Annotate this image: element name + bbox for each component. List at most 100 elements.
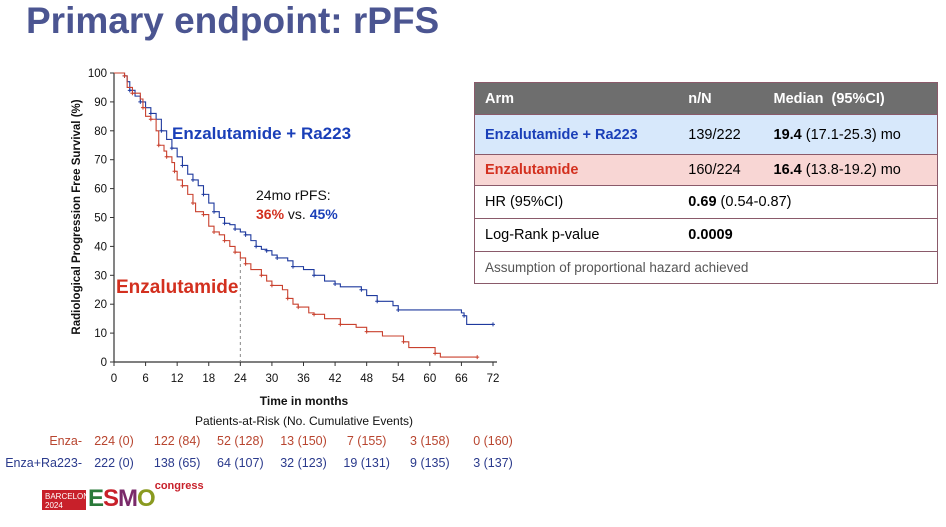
risk-cell: 9 (135) [410,456,450,470]
table-row-logrank: Log-Rank p-value 0.0009 [474,218,938,252]
censor-mark [201,192,206,197]
risk-cell: 19 (131) [343,456,390,470]
risk-cell: 52 (128) [217,434,264,448]
ph-note: Assumption of proportional hazard achiev… [474,251,938,284]
rpfs24-enza: 36% [256,206,285,222]
y-tick-label: 10 [94,328,107,340]
censor-mark [148,117,153,122]
x-tick-label: 36 [297,373,310,385]
x-axis-title: Time in months [260,394,349,408]
censor-mark [475,355,480,360]
combo-arm: Enzalutamide + Ra223 [474,114,679,155]
censor-mark [233,250,238,255]
combo-median-ci: (17.1-25.3) mo [801,126,901,143]
rpfs24-title: 24mo rPFS: [256,187,331,203]
censor-mark [180,183,185,188]
y-tick-label: 30 [94,270,107,282]
risk-cell: 32 (123) [280,456,327,470]
risk-table-title: Patients-at-Risk (No. Cumulative Events) [195,414,413,428]
enza-median: 16.4 (13.8-19.2) mo [763,154,938,186]
x-tick-label: 30 [266,373,279,385]
y-tick-label: 90 [94,97,107,109]
x-tick-label: 24 [234,373,247,385]
y-axis-title: Radiological Progression Free Survival (… [71,99,83,334]
x-tick-label: 42 [329,373,342,385]
censor-mark [462,313,467,318]
censor-mark [243,261,248,266]
risk-cell: 122 (84) [154,434,201,448]
censor-mark [254,244,259,249]
risk-cell: 224 (0) [94,434,134,448]
censor-mark [491,322,495,327]
censor-mark [290,264,295,269]
y-tick-label: 40 [94,241,107,253]
risk-cell: 138 (65) [154,456,201,470]
logrank-label: Log-Rank p-value [474,218,679,252]
logo-suffix: congress [154,480,204,492]
slide-title: Primary endpoint: rPFS [26,0,440,41]
combo-curve-label: Enzalutamide + Ra223 [172,124,351,143]
x-tick-label: 60 [423,373,436,385]
censor-mark [222,221,227,226]
censor-mark [180,163,185,168]
x-tick-label: 54 [392,373,405,385]
censor-mark [264,248,269,253]
enza-arm: Enzalutamide [474,154,679,186]
header-nN: n/N [678,82,764,115]
rpfs24-combo: 45% [310,206,339,222]
censor-mark [140,105,145,110]
header-median: Median (95%CI) [763,82,938,115]
censor-mark [212,229,217,234]
y-tick-label: 60 [94,184,107,196]
combo-nN: 139/222 [678,114,764,155]
censor-mark [275,255,280,260]
risk-cell: 7 (155) [347,434,387,448]
table-row-combo: Enzalutamide + Ra223 139/222 19.4 (17.1-… [474,114,938,155]
censor-mark [148,111,153,116]
risk-cell: 3 (137) [473,456,513,470]
y-tick-label: 100 [88,68,107,80]
y-tick-label: 70 [94,155,107,167]
censor-mark [164,154,169,159]
table-header-row: Arm n/N Median (95%CI) [474,82,938,115]
logo-city-name: BARCELONA [45,492,95,501]
risk-cell: 13 (150) [280,434,327,448]
logo-brand: ESMO [88,485,156,512]
censor-mark [127,88,132,93]
results-table: Arm n/N Median (95%CI) Enzalutamide + Ra… [474,82,938,284]
risk-row-label: Enza- [49,434,82,448]
hr-ci: (0.54-0.87) [716,194,792,210]
censor-mark [401,339,406,344]
censor-mark [138,99,143,104]
censor-mark [259,273,264,278]
censor-mark [159,128,164,133]
km-chart: 0 6 12 18 24 30 36 42 48 54 60 66 72 0 10 20 30 40 50 60 70 8… [5,68,513,470]
censor-mark [190,177,195,182]
censor-mark [243,232,248,237]
risk-row-label: Enza+Ra223- [5,456,82,470]
hr-label: HR (95%CI) [474,185,679,219]
censor-mark [269,283,274,288]
combo-median-value: 19.4 [773,126,802,143]
risk-cell: 222 (0) [94,456,134,470]
y-tick-label: 0 [101,357,107,369]
censor-mark [375,299,380,304]
censor-mark [296,305,301,310]
logrank-value: 0.0009 [678,218,938,252]
censor-mark [285,296,290,301]
table-row-enza: Enzalutamide 160/224 16.4 (13.8-19.2) mo [474,154,938,186]
censor-mark [169,146,174,151]
censor-mark [222,238,227,243]
y-tick-label: 50 [94,213,107,225]
censor-mark [122,73,127,78]
combo-median: 19.4 (17.1-25.3) mo [763,114,938,155]
risk-cell: 0 (160) [473,434,513,448]
enza-median-ci: (13.8-19.2) mo [801,162,901,178]
censor-mark [201,212,206,217]
risk-cell: 3 (158) [410,434,450,448]
table-row-note: Assumption of proportional hazard achiev… [474,251,938,284]
risk-cell: 64 (107) [217,456,264,470]
y-tick-label: 80 [94,126,107,138]
y-tick-label: 20 [94,299,107,311]
x-tick-label: 6 [142,373,148,385]
